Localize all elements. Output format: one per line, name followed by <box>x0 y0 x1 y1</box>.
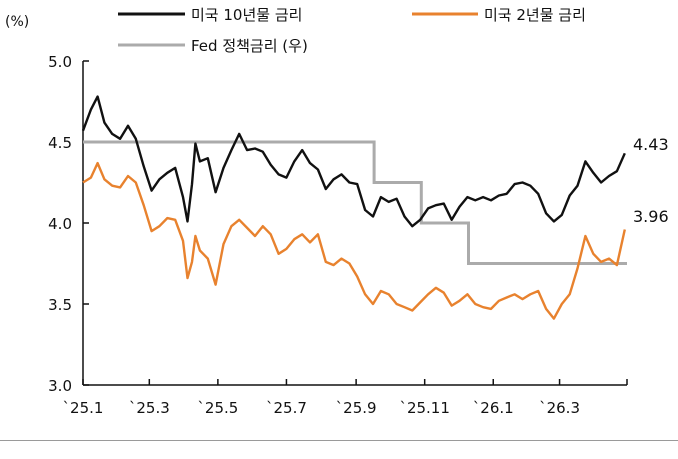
series-line-us-10y <box>81 95 626 228</box>
end-label-10y: 4.43 <box>633 135 669 154</box>
legend-label-2y: 미국 2년물 금리 <box>484 6 586 24</box>
series-layer <box>81 95 627 320</box>
series-line-fed-rate <box>83 140 627 265</box>
legend: 미국 10년물 금리 미국 2년물 금리 Fed 정책금리 (우) <box>118 6 586 55</box>
y-tick-label: 4.0 <box>48 215 72 233</box>
series-line-us-2y <box>82 161 626 320</box>
x-tick-label: `25.9 <box>336 399 377 417</box>
y-tick-label: 3.5 <box>48 296 72 314</box>
legend-label-fed: Fed 정책금리 (우) <box>191 37 308 55</box>
x-tick-label: `25.5 <box>197 399 238 417</box>
x-tick-label: `26.1 <box>473 399 514 417</box>
y-tick-label: 5.0 <box>48 53 72 71</box>
x-tick-label: `25.11 <box>399 399 449 417</box>
y-ticks: 5.0 4.5 4.0 3.5 3.0 <box>48 53 89 395</box>
y-tick-label: 3.0 <box>48 377 72 395</box>
end-label-2y: 3.96 <box>633 207 669 226</box>
x-tick-label: `26.3 <box>539 399 580 417</box>
x-tick-label: `25.3 <box>129 399 170 417</box>
y-tick-label: 4.5 <box>48 134 72 152</box>
x-tick-label: `25.7 <box>266 399 307 417</box>
legend-label-10y: 미국 10년물 금리 <box>191 6 302 24</box>
x-tick-label: `25.1 <box>63 399 104 417</box>
bottom-rule <box>0 440 678 441</box>
y-unit-label: (%) <box>5 14 29 30</box>
x-ticks: `25.1 `25.3 `25.5 `25.7 `25.9 `25.11 `26.1 `26.… <box>63 379 628 417</box>
